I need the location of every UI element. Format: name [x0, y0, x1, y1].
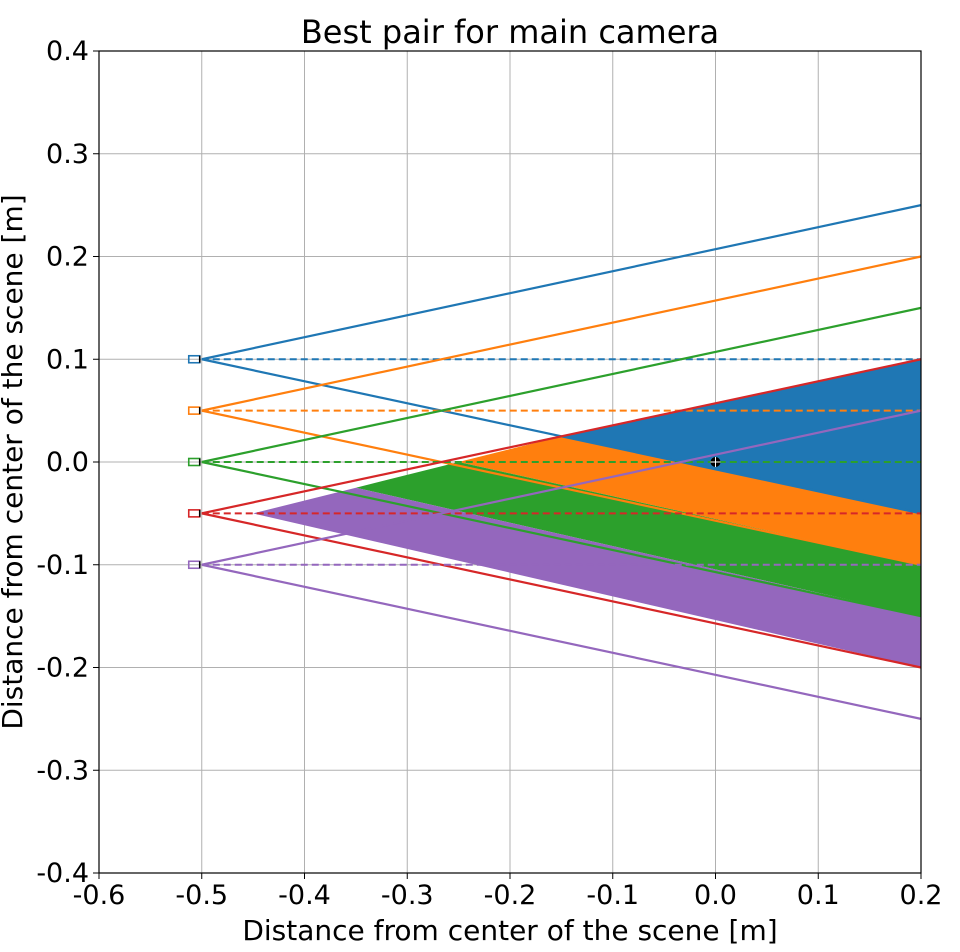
- x-tick-label: 0.2: [900, 880, 943, 911]
- y-tick-label: 0.3: [46, 139, 89, 170]
- y-tick-label: 0.0: [46, 447, 89, 478]
- y-tick-label: -0.1: [36, 550, 89, 581]
- x-tick-label: -0.2: [484, 880, 537, 911]
- y-tick-label: -0.2: [36, 653, 89, 684]
- overlap-region: [458, 436, 921, 565]
- camera-upper-ray: [201, 204, 922, 361]
- x-tick-label: -0.3: [381, 880, 434, 911]
- x-tick-label: 0.0: [694, 880, 737, 911]
- y-ticks: -0.4 -0.3 -0.2 -0.1 0.0 0.1 0.2 0.3 0.4: [36, 36, 99, 889]
- x-tick-label: 0.1: [797, 880, 840, 911]
- camera-upper-ray: [201, 306, 922, 464]
- y-tick-label: 0.4: [46, 36, 89, 67]
- camera-upper-ray: [201, 358, 922, 515]
- camera-lower-ray: [201, 563, 922, 720]
- markers: [187, 354, 721, 570]
- x-tick-label: -0.4: [278, 880, 331, 911]
- y-tick-label: -0.3: [36, 755, 89, 786]
- y-tick-label: -0.4: [36, 858, 89, 889]
- x-tick-label: -0.1: [586, 880, 639, 911]
- y-axis-label: Distance from center of the scene [m]: [0, 194, 29, 729]
- chart-title: Best pair for main camera: [301, 13, 719, 51]
- overlap-region: [561, 359, 921, 514]
- y-tick-label: 0.1: [46, 344, 89, 375]
- x-tick-label: -0.5: [175, 880, 228, 911]
- x-tick-label: -0.6: [73, 880, 126, 911]
- camera-rays: [201, 204, 922, 720]
- x-ticks: -0.6 -0.5 -0.4 -0.3 -0.2 -0.1 0.0 0.1 0.2: [73, 873, 943, 911]
- overlap-region: [253, 487, 921, 668]
- camera-upper-ray: [201, 255, 922, 412]
- camera-upper-ray: [201, 409, 922, 566]
- camera-marker: [187, 509, 201, 518]
- x-axis-label: Distance from center of the scene [m]: [242, 914, 777, 947]
- camera-marker: [187, 406, 201, 415]
- y-tick-label: 0.2: [46, 242, 89, 273]
